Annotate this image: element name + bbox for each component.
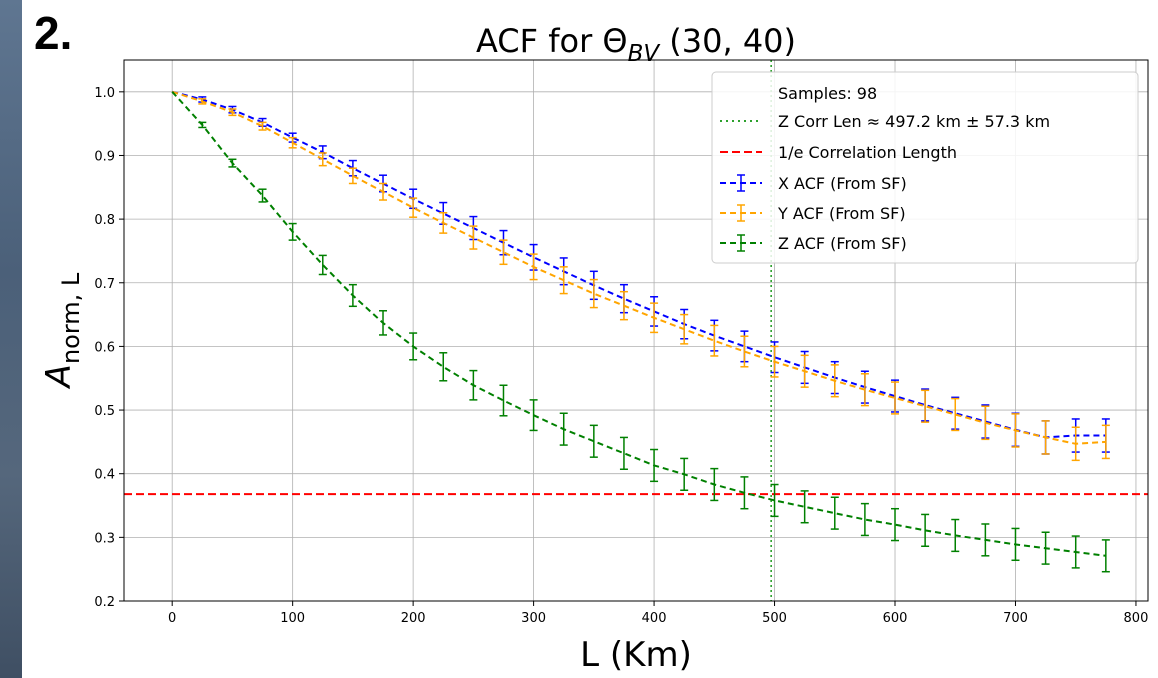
legend: Samples: 98 Z Corr Len ≈ 497.2 km ± 57.3… <box>711 71 1139 264</box>
x-tick-label: 600 <box>883 611 908 626</box>
legend-box <box>711 71 1139 264</box>
series-y <box>171 90 1110 462</box>
y-tick-label: 0.8 <box>94 213 115 228</box>
x-tick-label: 500 <box>762 611 787 626</box>
legend-x-swatch <box>720 174 762 192</box>
y-tick-label: 0.3 <box>94 531 115 546</box>
x-tick-label: 0 <box>168 611 176 626</box>
plot-frame <box>123 59 1149 602</box>
y-tick-label: 0.2 <box>94 595 115 610</box>
legend-samples: Samples: 98 <box>778 84 877 103</box>
y-tick-label: 0.9 <box>94 149 115 164</box>
y-tick-label: 0.5 <box>94 404 115 419</box>
series <box>171 90 1110 573</box>
chart-title: ACF for ΘBV (30, 40) <box>476 22 796 67</box>
x-tick-label: 700 <box>1003 611 1028 626</box>
legend-z-swatch <box>720 234 762 252</box>
axis-ticks: 0 100 200 300 400 500 600 700 800 0.2 0.3 0.4 0.5 0.6… <box>94 86 1148 626</box>
legend-x: X ACF (From SF) <box>778 174 907 193</box>
y-tick-label: 0.7 <box>94 277 115 292</box>
legend-1e: 1/e Correlation Length <box>778 143 957 162</box>
legend-y-swatch <box>720 204 762 222</box>
y-tick-label: 0.4 <box>94 468 115 483</box>
x-tick-label: 800 <box>1124 611 1149 626</box>
x-tick-label: 300 <box>521 611 546 626</box>
x-tick-label: 100 <box>280 611 305 626</box>
y-tick-label: 0.6 <box>94 340 115 355</box>
series-z <box>171 91 1110 573</box>
series-line-z <box>171 91 1106 557</box>
x-tick-label: 400 <box>642 611 667 626</box>
x-axis-label: L (Km) <box>580 635 692 675</box>
legend-zcorr: Z Corr Len ≈ 497.2 km ± 57.3 km <box>778 112 1050 131</box>
series-line-y <box>171 90 1106 445</box>
x-tick-label: 200 <box>401 611 426 626</box>
legend-z: Z ACF (From SF) <box>778 234 907 253</box>
legend-y: Y ACF (From SF) <box>777 204 906 223</box>
series-line-x <box>171 90 1106 439</box>
panel-label: 2. <box>34 7 73 59</box>
y-axis-label: Anorm, L <box>39 272 85 389</box>
y-tick-label: 1.0 <box>94 86 115 101</box>
